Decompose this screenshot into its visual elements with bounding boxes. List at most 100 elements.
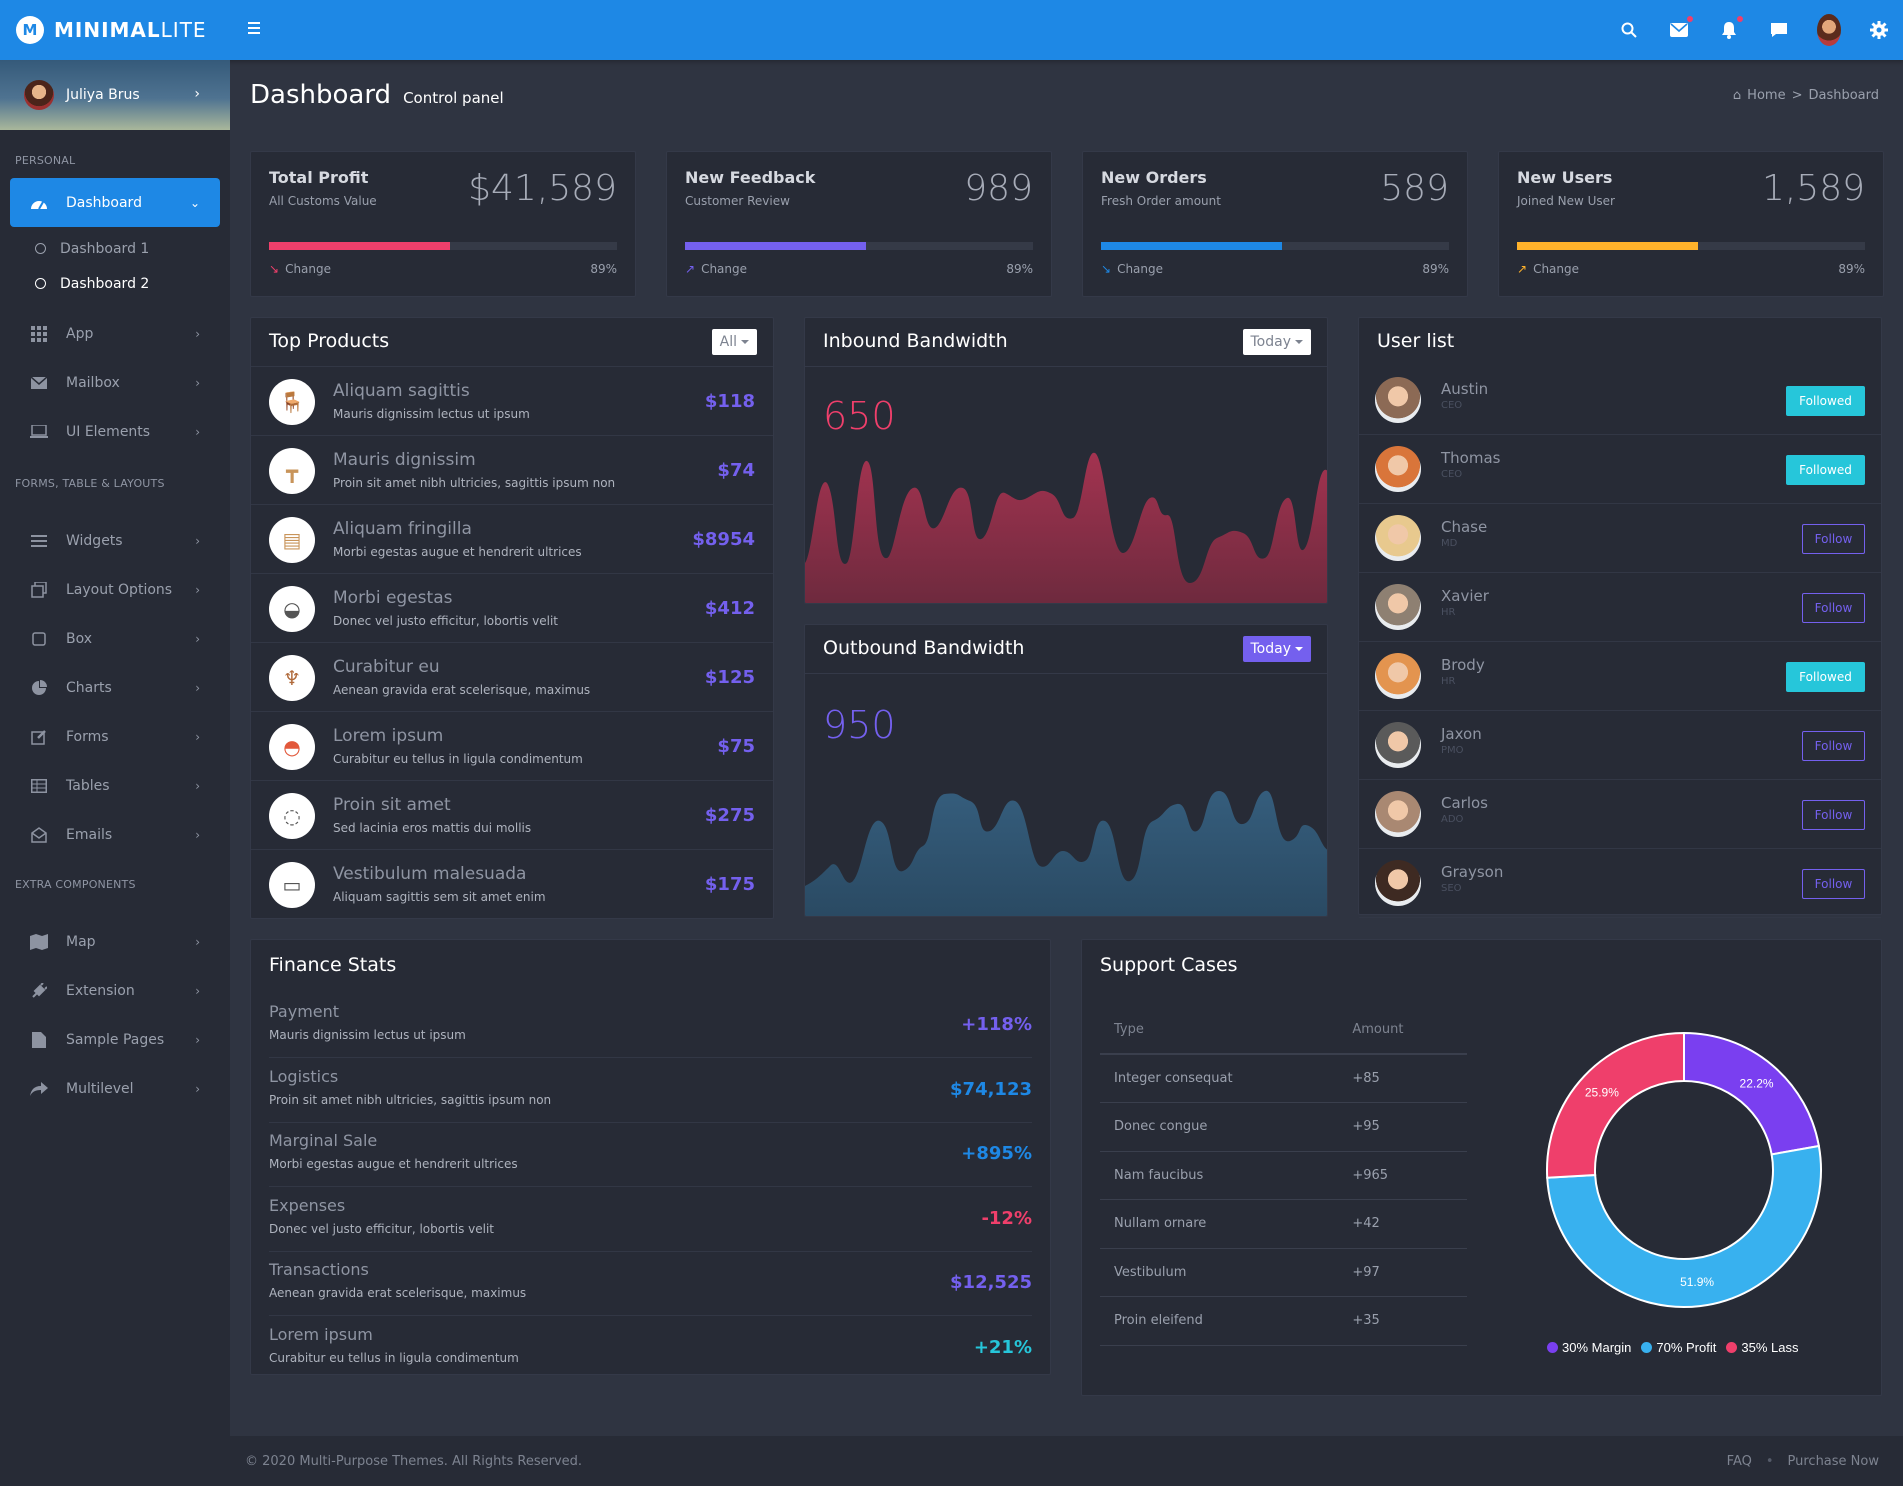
avatar (1375, 653, 1421, 699)
user-list-card: User list Austin CEO Followed Thomas CEO… (1358, 317, 1882, 918)
donut-slice[interactable] (1546, 1031, 1685, 1179)
finance-row: Lorem ipsum Curabitur eu tellus in ligul… (269, 1317, 1032, 1381)
product-name[interactable]: Aliquam sagittis (333, 381, 470, 401)
followed-button[interactable]: Followed (1786, 455, 1865, 485)
change-label: Change (1117, 262, 1164, 276)
menu-toggle-icon[interactable] (248, 18, 264, 38)
product-name[interactable]: Aliquam fringilla (333, 519, 472, 539)
faq-link[interactable]: FAQ (1726, 1453, 1752, 1469)
chevron-right-icon: › (195, 729, 200, 744)
case-type: Nam faucibus (1100, 1151, 1339, 1200)
legend-item[interactable]: 70% Profit (1641, 1340, 1716, 1355)
time-filter-dropdown[interactable]: Today (1242, 636, 1311, 662)
user-name[interactable]: Carlos (1441, 794, 1488, 812)
chat-icon[interactable] (1767, 18, 1791, 42)
section-heading-extra: EXTRA COMPONENTS (15, 878, 136, 891)
sidebar-item-widgets[interactable]: Widgets › (0, 516, 230, 565)
sidebar-item-map[interactable]: Map › (0, 917, 230, 966)
sidebar-item-charts[interactable]: Charts › (0, 663, 230, 712)
copy-icon (30, 581, 48, 599)
sidebar-item-multilevel[interactable]: Multilevel › (0, 1064, 230, 1113)
product-row[interactable]: ◓ Lorem ipsum Curabitur eu tellus in lig… (251, 711, 773, 780)
sidebar-subitem-dashboard-2[interactable]: Dashboard 2 (0, 266, 230, 301)
file-icon (30, 1031, 48, 1049)
product-name[interactable]: Morbi egestas (333, 588, 453, 608)
table-row: Vestibulum +97 (1100, 1248, 1467, 1297)
sidebar-item-dashboard[interactable]: Dashboard ⌄ (10, 178, 220, 227)
sidebar-item-extension[interactable]: Extension › (0, 966, 230, 1015)
chair-icon: ◒ (269, 586, 315, 632)
product-row[interactable]: ▭ Vestibulum malesuada Aliquam sagittis … (251, 849, 773, 918)
user-role: HR (1441, 676, 1456, 687)
legend-item[interactable]: 30% Margin (1547, 1340, 1631, 1355)
case-amount: +97 (1338, 1248, 1467, 1297)
purchase-link[interactable]: Purchase Now (1787, 1453, 1879, 1469)
finance-stats-card: Finance Stats Payment Mauris dignissim l… (250, 939, 1051, 1375)
copyright-text: © 2020 Multi-Purpose Themes. All Rights … (245, 1453, 583, 1469)
sidebar-item-sample-pages[interactable]: Sample Pages › (0, 1015, 230, 1064)
follow-button[interactable]: Follow (1802, 869, 1865, 899)
product-price: $74 (717, 460, 755, 481)
product-name[interactable]: Curabitur eu (333, 657, 440, 677)
sidebar-subitem-dashboard-1[interactable]: Dashboard 1 (0, 231, 230, 266)
product-row[interactable]: ♆ Curabitur eu Aenean gravida erat scele… (251, 642, 773, 711)
sidebar-item-layout-options[interactable]: Layout Options › (0, 565, 230, 614)
slice-label: 51.9% (1680, 1275, 1714, 1289)
user-name[interactable]: Chase (1441, 518, 1488, 536)
product-name[interactable]: Proin sit amet (333, 795, 451, 815)
user-avatar[interactable] (1817, 14, 1841, 46)
search-icon[interactable] (1617, 18, 1641, 42)
follow-button[interactable]: Follow (1802, 800, 1865, 830)
case-type: Donec congue (1100, 1102, 1339, 1152)
user-name[interactable]: Xavier (1441, 587, 1489, 605)
gear-icon[interactable] (1867, 18, 1891, 42)
user-name[interactable]: Jaxon (1441, 725, 1482, 743)
product-price: $275 (704, 805, 755, 826)
product-row[interactable]: ▤ Aliquam fringilla Morbi egestas augue … (251, 504, 773, 573)
finance-label: Logistics (269, 1066, 339, 1086)
product-row[interactable]: 🪑 Aliquam sagittis Mauris dignissim lect… (251, 366, 773, 435)
product-name[interactable]: Vestibulum malesuada (333, 864, 527, 884)
followed-button[interactable]: Followed (1786, 386, 1865, 416)
product-name[interactable]: Mauris dignissim (333, 450, 476, 470)
card-title: User list (1377, 330, 1455, 352)
change-percent: 89% (1006, 262, 1033, 276)
user-role: PMO (1441, 745, 1464, 756)
user-panel[interactable]: Juliya Brus › (0, 60, 230, 130)
user-name[interactable]: Grayson (1441, 863, 1504, 881)
sidebar-item-emails[interactable]: Emails › (0, 810, 230, 859)
armchair-icon: 🪑 (269, 379, 315, 425)
sidebar-item-forms[interactable]: Forms › (0, 712, 230, 761)
time-filter-dropdown[interactable]: Today (1242, 329, 1311, 355)
mail-icon[interactable] (1667, 16, 1693, 42)
follow-button[interactable]: Follow (1802, 524, 1865, 554)
change-percent: 89% (590, 262, 617, 276)
user-name[interactable]: Austin (1441, 380, 1489, 398)
follow-button[interactable]: Follow (1802, 593, 1865, 623)
sidebar-item-box[interactable]: Box › (0, 614, 230, 663)
product-row[interactable]: ┳ Mauris dignissim Proin sit amet nibh u… (251, 435, 773, 504)
sidebar-item-ui-elements[interactable]: UI Elements › (0, 407, 230, 456)
brand-logo[interactable]: M MINIMALLITE (0, 0, 230, 60)
sidebar-item-app[interactable]: App › (0, 309, 230, 358)
finance-label: Expenses (269, 1195, 346, 1215)
stat-card: New Users Joined New User 1,589 ↗ Change … (1498, 151, 1884, 297)
envelope-open-icon (30, 826, 48, 844)
product-row[interactable]: ◒ Morbi egestas Donec vel justo efficitu… (251, 573, 773, 642)
donut-slice[interactable] (1683, 1031, 1821, 1156)
legend-item[interactable]: 35% Lass (1726, 1340, 1798, 1355)
sidebar-item-mailbox[interactable]: Mailbox › (0, 358, 230, 407)
sidebar-item-tables[interactable]: Tables › (0, 761, 230, 810)
user-name[interactable]: Thomas (1441, 449, 1501, 467)
user-name: Juliya Brus (66, 87, 140, 103)
product-name[interactable]: Lorem ipsum (333, 726, 444, 746)
filter-dropdown[interactable]: All (711, 329, 757, 355)
donut-slice[interactable] (1546, 1144, 1822, 1308)
followed-button[interactable]: Followed (1786, 662, 1865, 692)
user-name[interactable]: Brody (1441, 656, 1485, 674)
follow-button[interactable]: Follow (1802, 731, 1865, 761)
finance-value: +118% (961, 1014, 1032, 1035)
product-row[interactable]: ◌ Proin sit amet Sed lacinia eros mattis… (251, 780, 773, 849)
bell-icon[interactable] (1717, 16, 1743, 42)
breadcrumb-home[interactable]: Home (1747, 88, 1786, 103)
